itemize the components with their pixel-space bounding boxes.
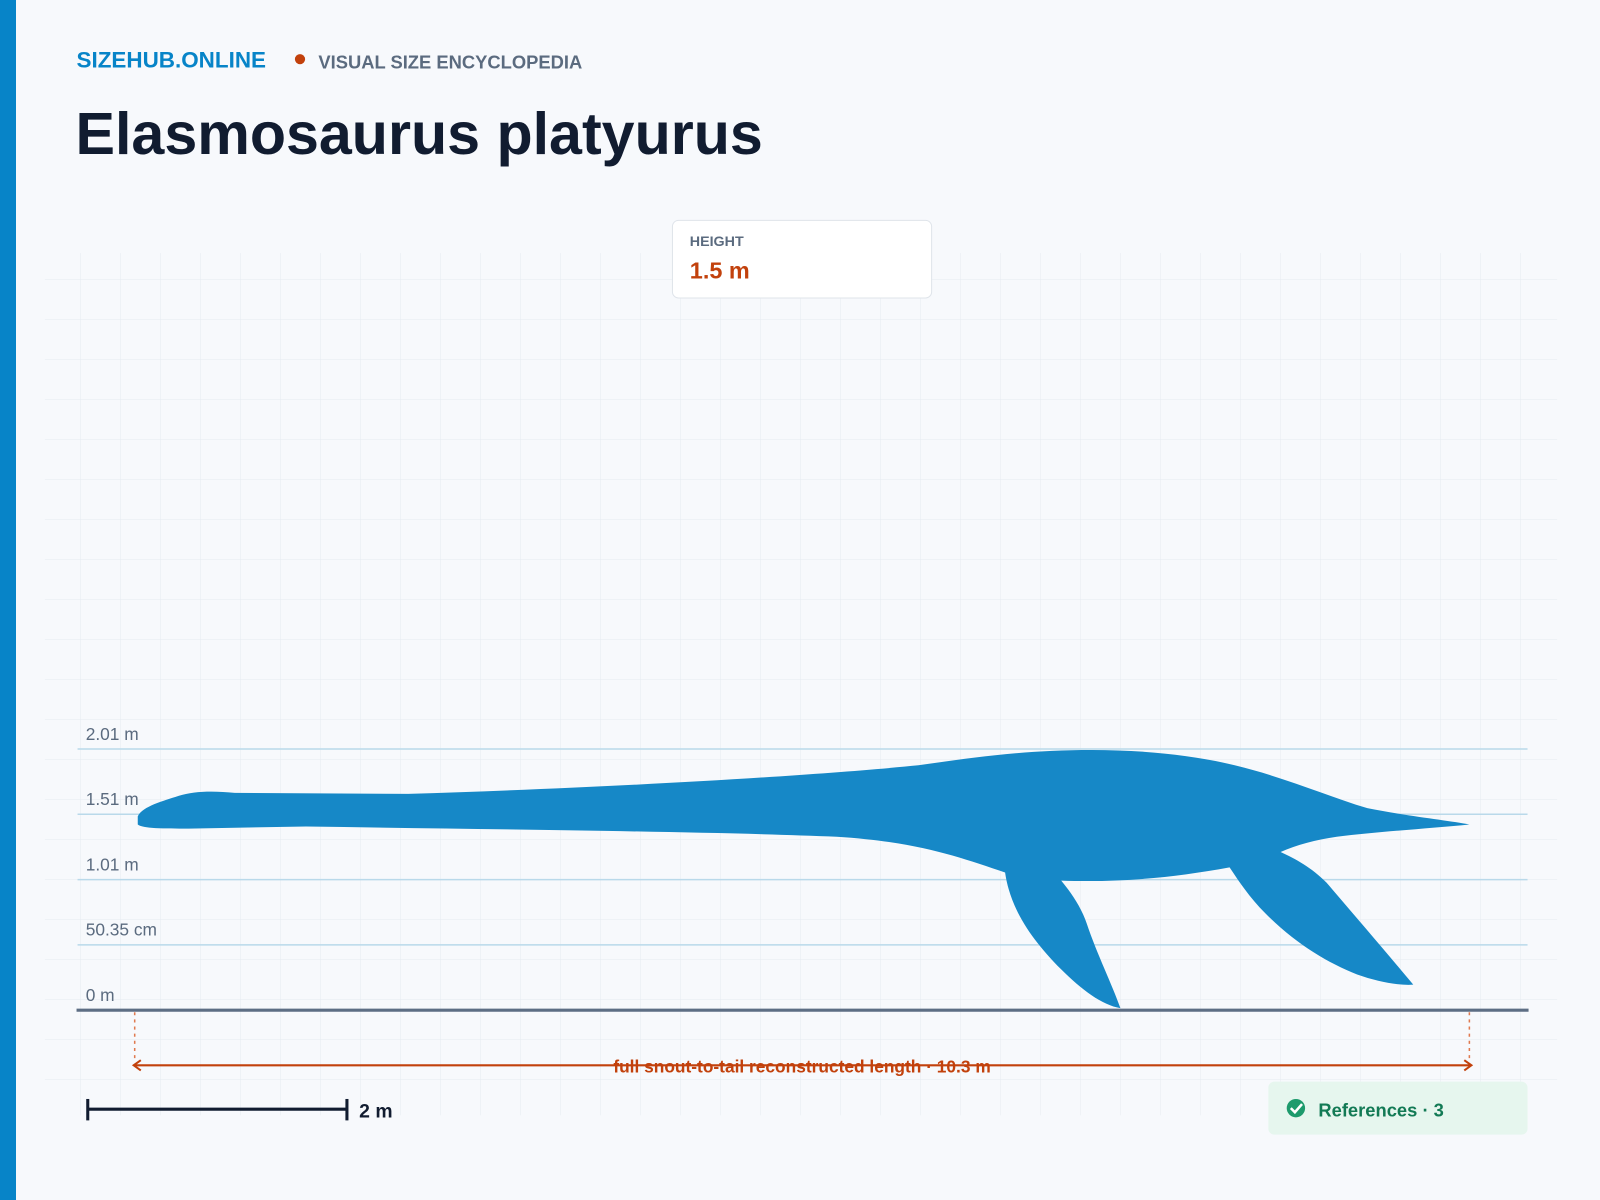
height-card xyxy=(671,219,933,299)
references-badge[interactable]: References · 3 xyxy=(1268,1081,1528,1135)
reference-label: 0 m xyxy=(86,985,115,1005)
height-value: 1.5 m xyxy=(690,258,750,284)
reference-label: 1.51 m xyxy=(86,789,139,809)
reference-label: 1.01 m xyxy=(86,854,139,874)
separator-dot xyxy=(294,54,306,65)
arrow-head xyxy=(131,1059,142,1072)
references-label[interactable]: References · 3 xyxy=(1318,1099,1444,1120)
length-label: full snout-to-tail reconstructed length … xyxy=(613,1056,990,1076)
length-guides xyxy=(133,1012,1471,1062)
reference-label: 50.35 cm xyxy=(86,920,157,940)
references-box[interactable] xyxy=(1268,1081,1528,1135)
accent-bar xyxy=(0,0,16,1200)
content: SIZEHUB.ONLINE VISUAL SIZE ENCYCLOPEDIA … xyxy=(44,47,1558,1135)
grid xyxy=(44,253,1558,1116)
length-arrow xyxy=(131,1059,1474,1072)
brand[interactable]: SIZEHUB.ONLINE xyxy=(77,47,267,72)
height-label: HEIGHT xyxy=(690,234,744,250)
scale-bar-label: 2 m xyxy=(359,1100,392,1122)
reference-label: 2.01 m xyxy=(86,724,139,744)
check-icon xyxy=(1286,1098,1306,1118)
arrow-head xyxy=(1463,1059,1474,1072)
tagline: VISUAL SIZE ENCYCLOPEDIA xyxy=(318,51,582,72)
check-mark xyxy=(1289,1103,1303,1115)
scale-bar xyxy=(86,1098,349,1121)
reference-labels: 2.01 m 1.51 m 1.01 m 50.35 cm 0 m xyxy=(86,724,157,1005)
page-title: Elasmosaurus platyurus xyxy=(76,100,763,167)
silhouette xyxy=(137,749,1470,1009)
